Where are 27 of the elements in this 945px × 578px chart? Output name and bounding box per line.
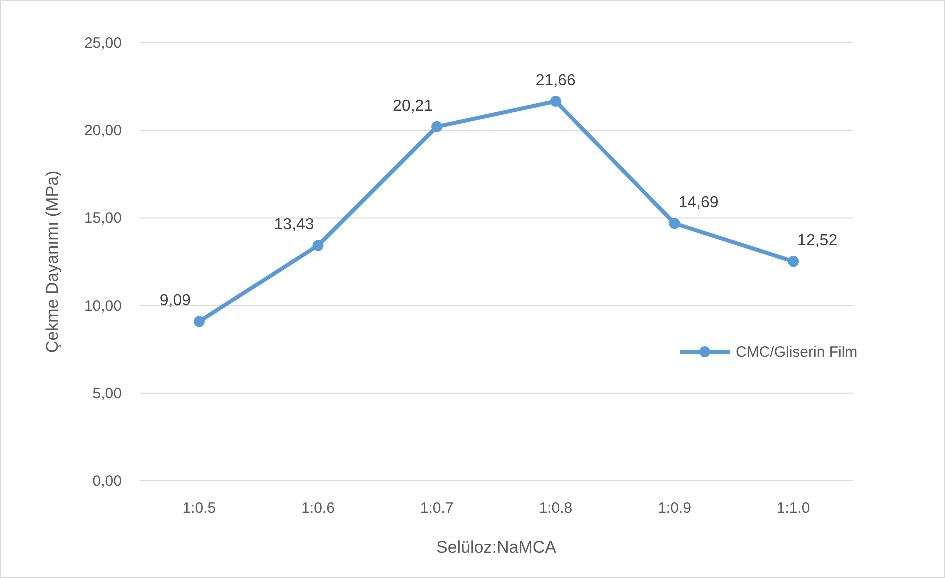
point <box>194 316 205 328</box>
x-tick-label: 1:0.5 <box>182 500 216 517</box>
x-tick-label: 1:0.7 <box>420 500 454 517</box>
data-label: 9,09 <box>160 292 192 310</box>
x-axis-title: Selüloz:NaMCA <box>436 538 558 557</box>
y-tick-label: 5,00 <box>92 385 122 402</box>
point <box>669 218 680 230</box>
y-axis-title: Çekme Dayanımı (MPa) <box>43 170 62 354</box>
y-tick-label: 0,00 <box>92 473 122 490</box>
x-tick-label: 1:1.0 <box>776 500 810 517</box>
y-tick-label: 20,00 <box>84 122 122 140</box>
legend-label: CMC/Gliserin Film <box>736 344 858 361</box>
data-label: 21,66 <box>536 72 576 90</box>
point <box>788 256 800 268</box>
data-label: 12,52 <box>798 232 838 250</box>
x-tick-label: 1:0.6 <box>302 500 335 517</box>
point <box>550 96 562 108</box>
data-label: 14,69 <box>678 194 719 212</box>
point <box>432 121 443 132</box>
data-label: 13,43 <box>274 216 314 234</box>
point <box>312 240 324 252</box>
x-tick-label: 1:0.8 <box>539 500 573 517</box>
x-tick-label: 1:0.9 <box>658 500 692 517</box>
y-tick-label: 15,00 <box>84 210 122 228</box>
data-label: 20,21 <box>393 98 434 115</box>
y-tick-label: 10,00 <box>84 298 122 315</box>
y-tick-label: 25,00 <box>84 35 122 52</box>
